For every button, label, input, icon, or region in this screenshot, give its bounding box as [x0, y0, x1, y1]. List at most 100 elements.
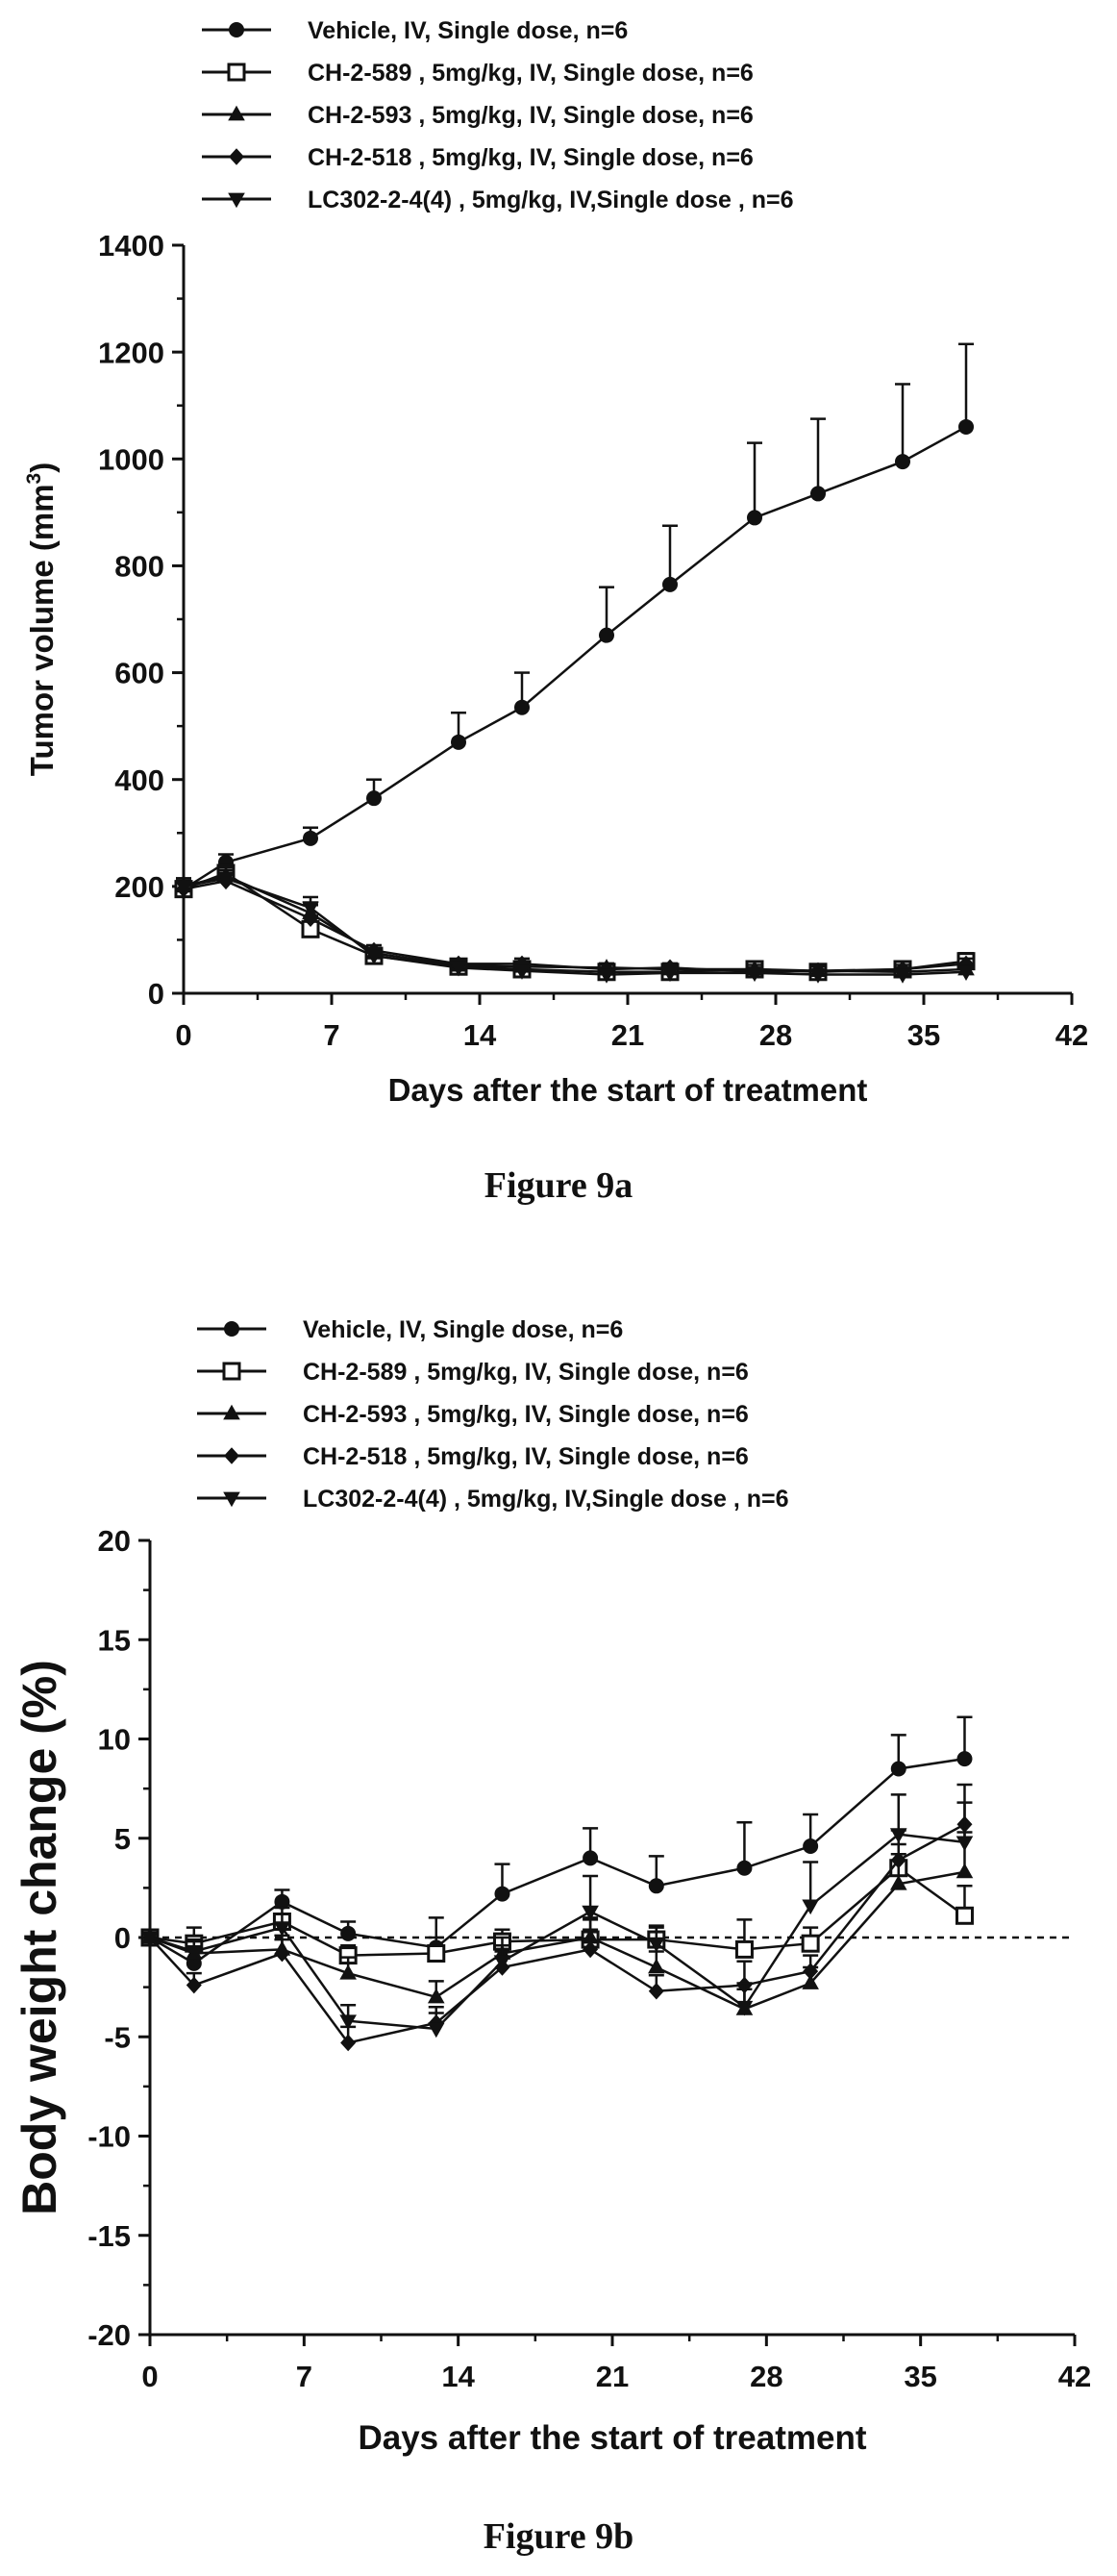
- legend-item: LC302-2-4(4) , 5mg/kg, IV,Single dose , …: [197, 1486, 789, 1513]
- y-tick-label: 400: [114, 763, 164, 797]
- series-line: [149, 1823, 966, 2044]
- data-point: [801, 1934, 820, 1953]
- data-point: [956, 1836, 974, 1852]
- marker-shape: [339, 2014, 357, 2030]
- data-point: [598, 968, 615, 984]
- data-point: [450, 961, 467, 977]
- marker-shape: [890, 1851, 906, 1869]
- data-point: [273, 1921, 291, 1937]
- marker-shape: [890, 1761, 906, 1777]
- marker-shape: [223, 1404, 240, 1420]
- marker-shape: [582, 1905, 599, 1921]
- y-tick-label: -5: [104, 2020, 131, 2054]
- y-axis-title-superscript: 3: [23, 473, 45, 485]
- x-axis-title: Days after the start of treatment: [388, 1072, 868, 1108]
- marker-shape: [583, 1940, 599, 1959]
- x-tick-label: 42: [1055, 1018, 1088, 1052]
- y-axis-title: Tumor volume (mm3): [23, 463, 60, 776]
- marker-shape: [895, 454, 910, 470]
- series: [142, 1783, 973, 2052]
- data-point: [274, 1944, 290, 1963]
- data-point: [365, 949, 383, 965]
- legend-item: CH-2-593 , 5mg/kg, IV, Single dose, n=6: [202, 102, 754, 129]
- chart-body-weight: Vehicle, IV, Single dose, n=6 CH-2-589 , …: [12, 1316, 1091, 2557]
- legend-item: CH-2-593 , 5mg/kg, IV, Single dose, n=6: [197, 1401, 749, 1428]
- marker-shape: [956, 1751, 973, 1767]
- marker-shape: [229, 148, 244, 165]
- x-tick-label: 42: [1058, 2360, 1091, 2393]
- data-point: [810, 486, 826, 502]
- series-line: [149, 1757, 965, 1965]
- marker-shape: [736, 1860, 753, 1876]
- data-point: [895, 454, 910, 470]
- data-point: [427, 2022, 445, 2038]
- marker-shape: [224, 1321, 239, 1337]
- legend-marker: [228, 192, 245, 209]
- y-tick-label: 1400: [98, 229, 164, 263]
- data-point: [339, 1963, 357, 1980]
- data-point: [427, 1988, 445, 2004]
- data-point: [175, 880, 192, 896]
- x-axis-title: Days after the start of treatment: [358, 2419, 866, 2457]
- data-point: [890, 1851, 906, 1869]
- marker-shape: [734, 1939, 754, 1959]
- data-point: [734, 1939, 754, 1959]
- data-point: [493, 1955, 511, 1970]
- marker-shape: [746, 966, 763, 983]
- x-tick-label: 35: [907, 1018, 940, 1052]
- data-point: [599, 627, 614, 643]
- x-tick-label: 14: [463, 1018, 497, 1052]
- y-tick-label: 10: [98, 1723, 131, 1757]
- figure-caption: Figure 9b: [484, 2516, 634, 2557]
- legend-item: CH-2-518 , 5mg/kg, IV, Single dose, n=6: [202, 144, 754, 171]
- data-point: [427, 1944, 446, 1963]
- data-point: [648, 1982, 664, 2000]
- marker-shape: [662, 576, 678, 592]
- legend-label: CH-2-593 , 5mg/kg, IV, Single dose, n=6: [308, 102, 754, 129]
- series: [175, 866, 975, 979]
- marker-shape: [186, 1976, 202, 1994]
- series-line: [183, 879, 967, 974]
- data-point: [303, 910, 318, 927]
- data-point: [494, 1886, 510, 1902]
- marker-shape: [302, 901, 319, 917]
- marker-shape: [599, 627, 614, 643]
- marker-shape: [365, 949, 383, 965]
- legend-label: Vehicle, IV, Single dose, n=6: [308, 17, 628, 44]
- data-point: [339, 2014, 357, 2030]
- marker-shape: [513, 964, 531, 980]
- marker-shape: [803, 1963, 819, 1980]
- chart-tumor-volume: Vehicle, IV, Single dose, n=6 CH-2-589 , …: [23, 17, 1088, 1206]
- marker-shape: [229, 22, 244, 38]
- marker-shape: [809, 968, 827, 984]
- x-tick-label: 28: [750, 2360, 782, 2393]
- legend-marker: [224, 1321, 239, 1337]
- data-point: [890, 1761, 906, 1777]
- marker-shape: [803, 1838, 819, 1855]
- data-point: [803, 1963, 819, 1980]
- x-tick-label: 7: [296, 2360, 312, 2393]
- legend-label: Vehicle, IV, Single dose, n=6: [303, 1316, 623, 1343]
- data-point: [648, 1958, 665, 1974]
- y-tick-label: 800: [114, 550, 164, 584]
- marker-shape: [224, 1447, 239, 1464]
- data-point: [451, 734, 466, 750]
- legend-label: CH-2-589 , 5mg/kg, IV, Single dose, n=6: [308, 60, 754, 87]
- y-tick-label: 600: [114, 657, 164, 690]
- marker-shape: [802, 1974, 819, 1989]
- data-point: [186, 1976, 202, 1994]
- y-tick-label: 1200: [98, 336, 164, 369]
- marker-shape: [648, 1958, 665, 1974]
- data-point: [303, 830, 318, 846]
- data-point: [141, 1931, 159, 1947]
- figure-caption: Figure 9a: [484, 1165, 633, 1206]
- y-axis-title: Body weight change (%): [12, 1660, 66, 2215]
- legend-9a: Vehicle, IV, Single dose, n=6 CH-2-589 , …: [202, 17, 794, 213]
- x-tick-label: 21: [611, 1018, 644, 1052]
- legend-marker: [223, 1404, 240, 1420]
- data-point: [746, 966, 763, 983]
- series-line: [149, 1833, 965, 2031]
- data-point: [809, 968, 827, 984]
- marker-shape: [427, 1944, 446, 1963]
- data-point: [958, 418, 974, 435]
